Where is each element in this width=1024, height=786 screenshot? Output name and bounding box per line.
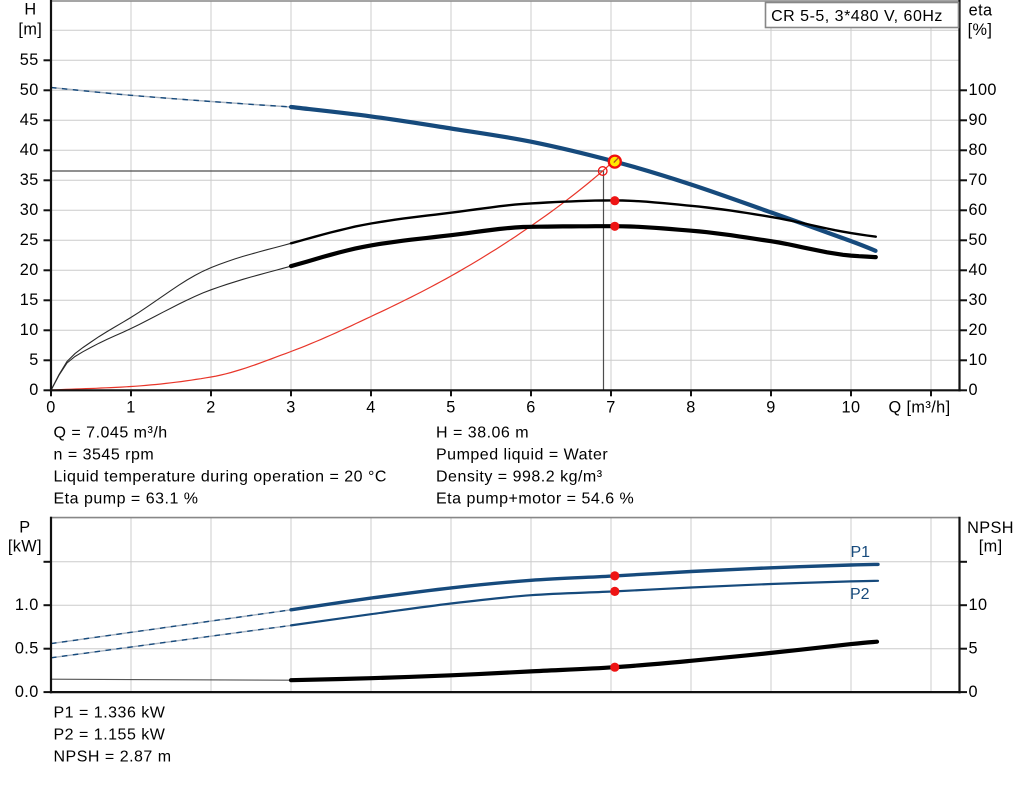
- svg-text:20: 20: [969, 321, 988, 339]
- svg-text:[m]: [m]: [979, 538, 1003, 556]
- svg-text:Pumped liquid = Water: Pumped liquid = Water: [436, 447, 608, 464]
- svg-text:40: 40: [20, 141, 39, 159]
- svg-text:NPSH: NPSH: [967, 519, 1014, 537]
- svg-text:30: 30: [969, 291, 988, 309]
- svg-text:5: 5: [446, 398, 455, 416]
- svg-text:15: 15: [20, 291, 39, 309]
- svg-text:0: 0: [969, 683, 978, 701]
- svg-text:10: 10: [842, 398, 861, 416]
- svg-text:[m]: [m]: [18, 21, 42, 39]
- svg-text:[%]: [%]: [968, 21, 993, 39]
- svg-text:9: 9: [766, 398, 775, 416]
- svg-text:25: 25: [20, 231, 39, 249]
- svg-text:1.0: 1.0: [15, 596, 39, 614]
- svg-text:10: 10: [969, 351, 988, 369]
- svg-text:55: 55: [20, 51, 39, 69]
- svg-text:n = 3545 rpm: n = 3545 rpm: [54, 447, 155, 464]
- svg-text:5: 5: [29, 351, 38, 369]
- svg-text:6: 6: [526, 398, 535, 416]
- svg-text:80: 80: [969, 141, 988, 159]
- svg-text:P2 = 1.155 kW: P2 = 1.155 kW: [54, 727, 166, 744]
- svg-text:20: 20: [20, 261, 39, 279]
- svg-text:NPSH = 2.87 m: NPSH = 2.87 m: [54, 749, 172, 766]
- svg-text:Density = 998.2 kg/m³: Density = 998.2 kg/m³: [436, 469, 603, 486]
- svg-text:Q [m³/h]: Q [m³/h]: [889, 398, 951, 416]
- svg-text:0: 0: [969, 381, 978, 399]
- svg-text:0.5: 0.5: [15, 640, 39, 658]
- svg-text:CR 5-5, 3*480 V, 60Hz: CR 5-5, 3*480 V, 60Hz: [771, 8, 943, 25]
- svg-text:50: 50: [20, 81, 39, 99]
- svg-text:100: 100: [969, 81, 997, 99]
- svg-text:45: 45: [20, 111, 39, 129]
- svg-text:10: 10: [20, 321, 39, 339]
- svg-text:P1: P1: [851, 544, 871, 561]
- svg-text:0: 0: [29, 381, 38, 399]
- svg-text:H = 38.06 m: H = 38.06 m: [436, 425, 529, 442]
- svg-text:1: 1: [126, 398, 135, 416]
- svg-text:0: 0: [46, 398, 55, 416]
- svg-text:P1 = 1.336 kW: P1 = 1.336 kW: [54, 705, 166, 722]
- svg-text:50: 50: [969, 231, 988, 249]
- svg-text:30: 30: [20, 201, 39, 219]
- svg-text:7: 7: [606, 398, 615, 416]
- svg-text:Eta pump = 63.1 %: Eta pump = 63.1 %: [54, 491, 199, 508]
- svg-text:P2: P2: [850, 586, 870, 603]
- svg-text:Q = 7.045 m³/h: Q = 7.045 m³/h: [54, 425, 168, 442]
- svg-text:eta: eta: [969, 1, 993, 19]
- svg-text:90: 90: [969, 111, 988, 129]
- svg-text:Eta pump+motor = 54.6 %: Eta pump+motor = 54.6 %: [436, 491, 634, 508]
- svg-text:Liquid temperature during oper: Liquid temperature during operation = 20…: [54, 469, 387, 486]
- svg-text:4: 4: [366, 398, 375, 416]
- svg-text:8: 8: [686, 398, 695, 416]
- svg-text:70: 70: [969, 171, 988, 189]
- svg-text:10: 10: [969, 596, 988, 614]
- svg-text:2: 2: [206, 398, 215, 416]
- svg-text:5: 5: [969, 640, 978, 658]
- svg-text:0.0: 0.0: [15, 683, 39, 701]
- svg-text:3: 3: [286, 398, 295, 416]
- svg-text:35: 35: [20, 171, 39, 189]
- svg-text:40: 40: [969, 261, 988, 279]
- svg-text:60: 60: [969, 201, 988, 219]
- svg-text:P: P: [19, 519, 30, 537]
- svg-text:H: H: [24, 1, 36, 19]
- svg-text:[kW]: [kW]: [8, 538, 42, 556]
